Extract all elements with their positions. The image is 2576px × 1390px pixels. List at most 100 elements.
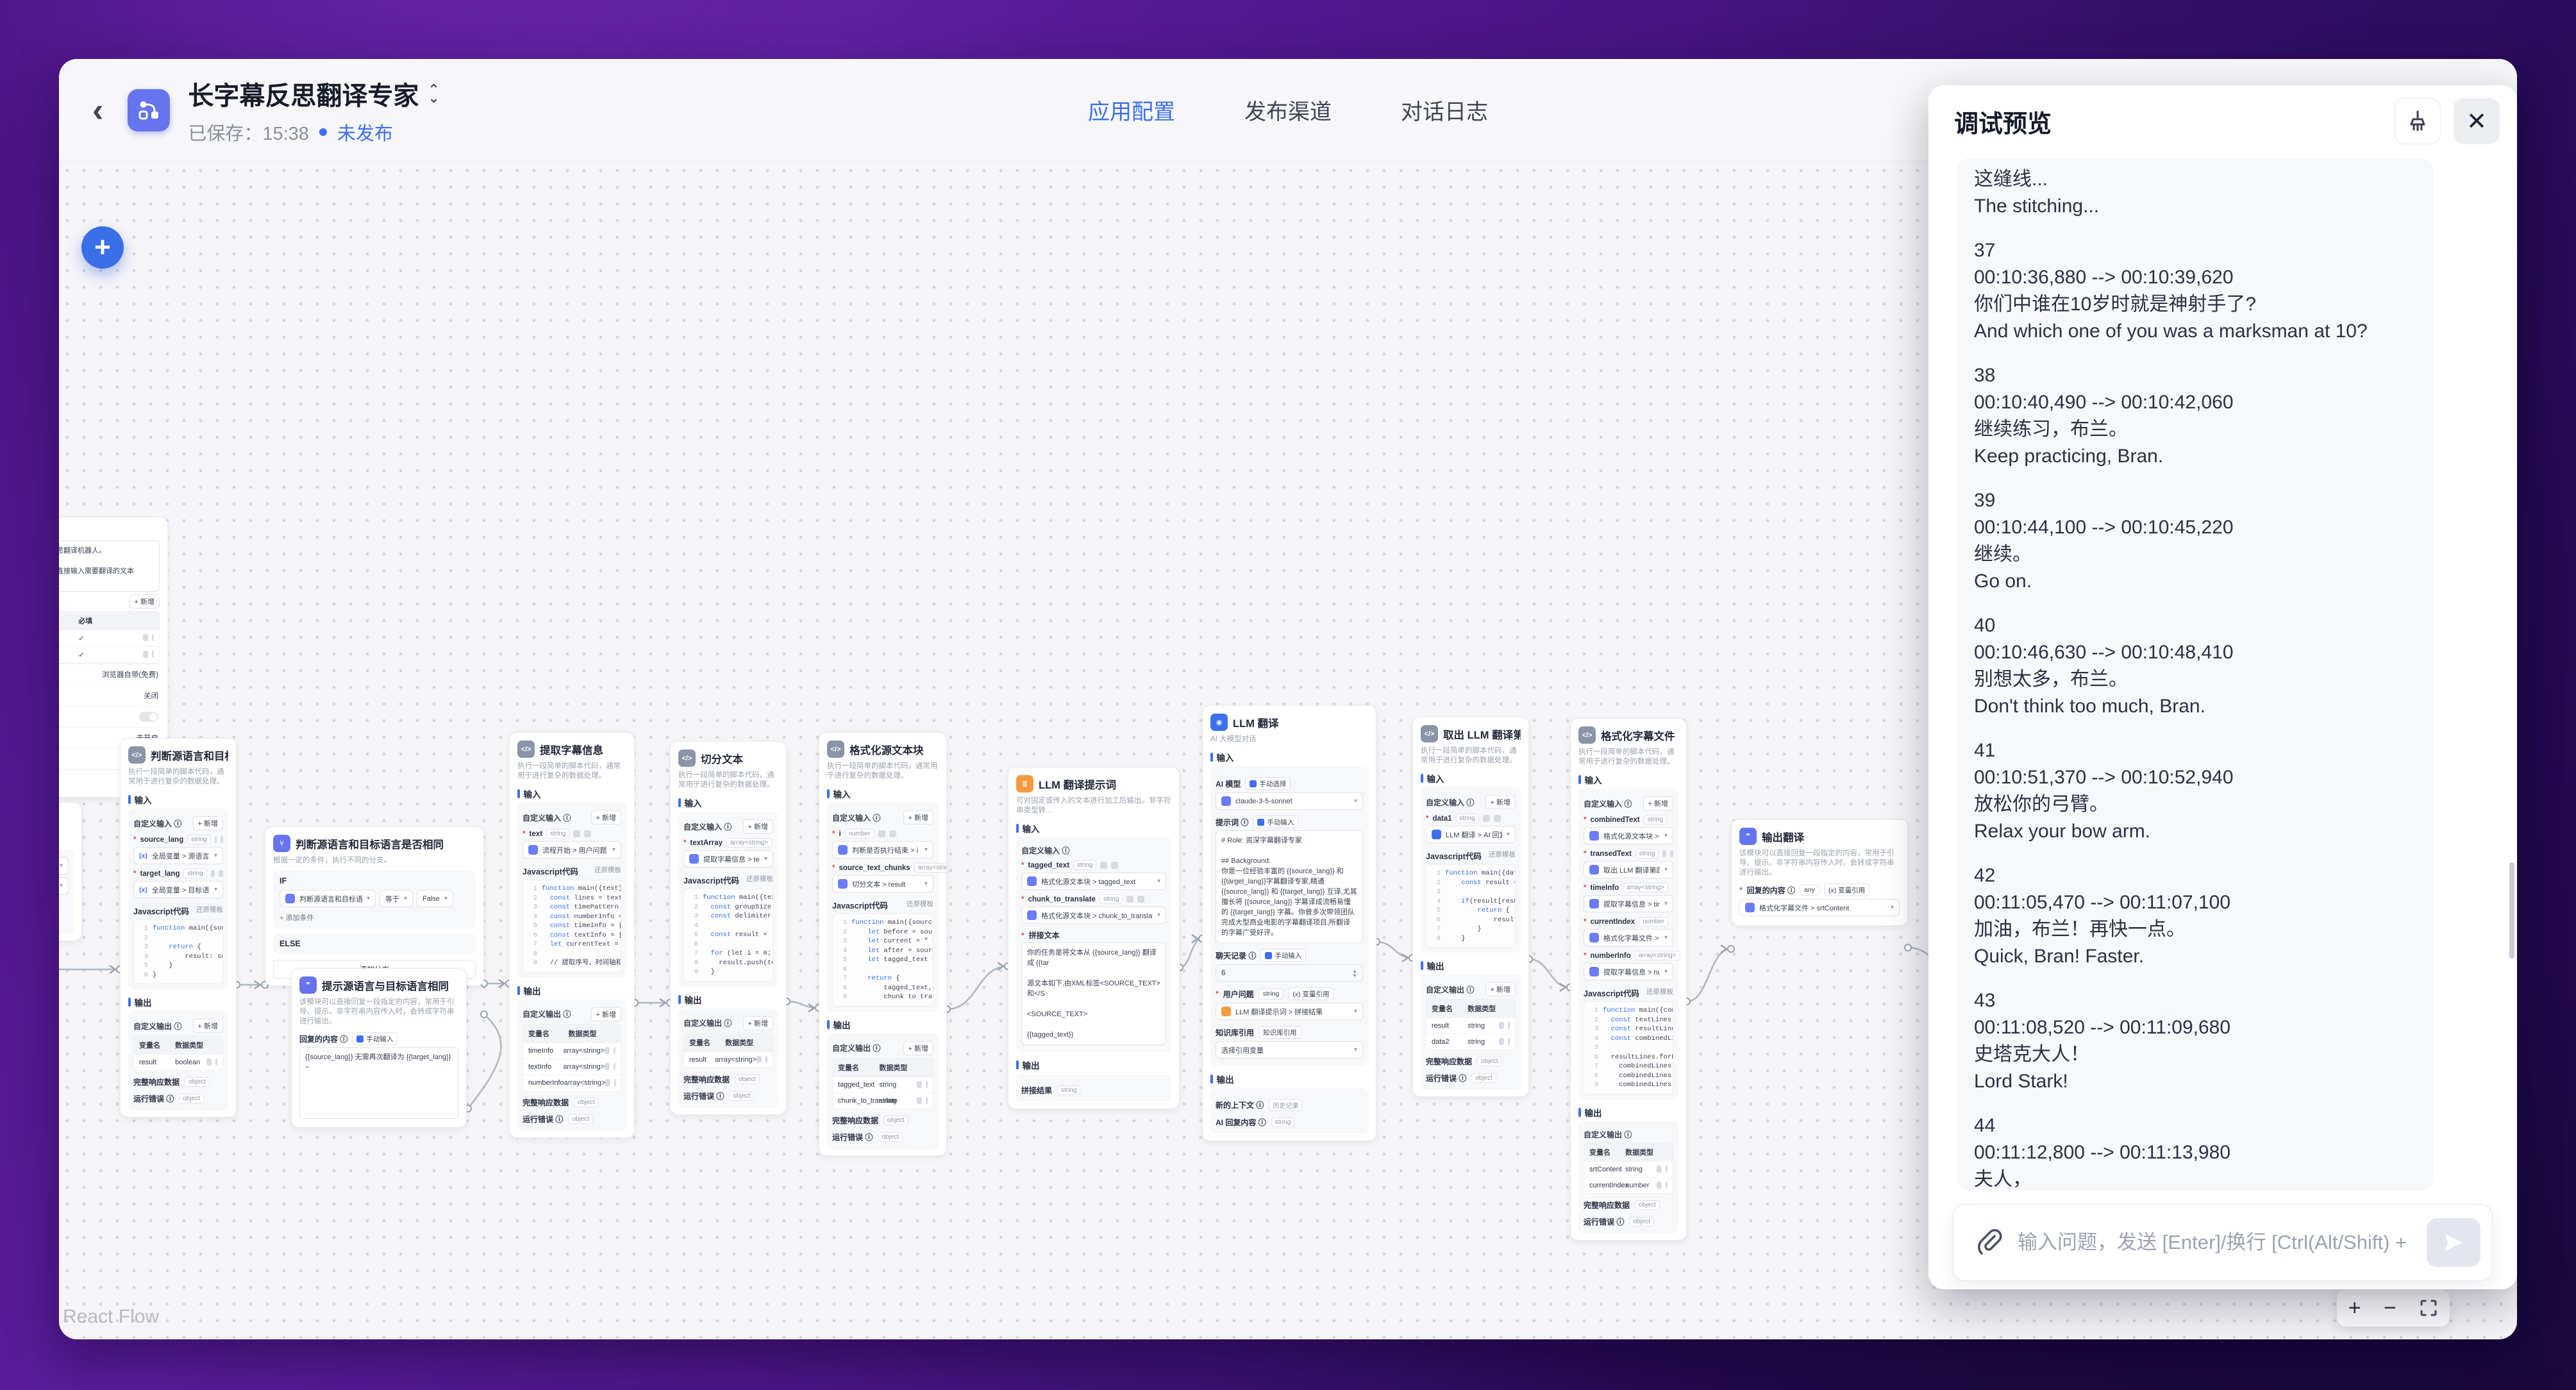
variable-select[interactable]: 格式化字幕文件 > srtContent ▾	[1739, 899, 1900, 916]
variable-select[interactable]: 格式化源文本块 > chunk_to_translate▾	[1021, 907, 1166, 924]
text-area[interactable]: 你的任务是将文本从 {{source_lang}} 翻译成 {{tar 源文本如…	[1021, 942, 1166, 1045]
gear-icon[interactable]	[917, 1080, 922, 1088]
gear-icon[interactable]	[1662, 850, 1666, 857]
variable-select[interactable]: (x) 全局变量 > 源语言 ▾	[133, 847, 223, 864]
delete-icon[interactable]	[221, 836, 223, 843]
gear-icon[interactable]	[1657, 1165, 1662, 1173]
variable-select[interactable]: 格式化源文本块 > chunk_to_translate▾	[1584, 827, 1673, 844]
delete-icon[interactable]	[614, 1078, 617, 1086]
gear-icon[interactable]	[143, 634, 148, 641]
variable-select[interactable]: 格式化字幕文件 > currentIndex▾	[1584, 929, 1673, 946]
text-area[interactable]: {{source_lang}} 无需再次翻译为 {{target_lang}} …	[299, 1047, 458, 1119]
gear-icon[interactable]	[210, 870, 215, 877]
gear-icon[interactable]	[1482, 815, 1490, 822]
delete-icon[interactable]	[1665, 1165, 1668, 1173]
flow-node[interactable]: </> 切分文本 执行一段简单的脚本代码，通常用于进行复杂的数据处理。 输入 自定义输入…	[670, 741, 787, 1115]
delete-icon[interactable]	[925, 1096, 928, 1104]
variable-select[interactable]: 全局变量 > 源语言▾	[59, 857, 69, 875]
variable-select[interactable]: LLM 翻译提示词 > 拼接结果 ▾	[1216, 1003, 1363, 1020]
gear-icon[interactable]	[917, 1096, 922, 1104]
gear-icon[interactable]	[1100, 862, 1108, 869]
tab-发布渠道[interactable]: 发布渠道	[1244, 100, 1332, 124]
variable-select[interactable]: LLM 翻译 > AI 回复内容▾	[1426, 826, 1516, 843]
delete-icon[interactable]	[1493, 815, 1501, 822]
gear-icon[interactable]	[1499, 1038, 1504, 1045]
variable-select[interactable]: 流程开始 > 用户问题 ▾	[523, 841, 621, 858]
delete-icon[interactable]	[1507, 1038, 1510, 1045]
toggle-switch[interactable]	[139, 712, 158, 722]
flow-node[interactable]: </>判断源语言和目标语言是否相同执行一段简单的脚本代码，通常用于进行复杂的数据…	[120, 738, 237, 1118]
flow-node[interactable]: </>代码输入全局变量 > 源语言▾全局变量 > 目标语言▾完整响应数据obje…	[59, 802, 82, 941]
panel-scrollbar[interactable]	[2509, 862, 2514, 959]
delete-icon[interactable]	[889, 830, 896, 837]
clear-history-button[interactable]	[2395, 98, 2441, 144]
zoom-in-button[interactable]: +	[2348, 1296, 2361, 1320]
gear-icon[interactable]	[143, 651, 148, 658]
variable-select[interactable]: claude-3-5-sonnet ▾	[1216, 792, 1363, 810]
variable-select[interactable]: 格式化源文本块 > tagged_text ▾	[1021, 873, 1166, 890]
add-button[interactable]: + 新增	[590, 810, 621, 825]
gear-icon[interactable]	[1126, 896, 1134, 903]
flow-node[interactable]: ◉ LLM 翻译 AI 大模型对话 输入 AI 模型 手动选择 claude-3-5-son…	[1202, 705, 1376, 1141]
add-button[interactable]: + 新增	[903, 1041, 933, 1055]
flow-node[interactable]: ❞ 输出翻译 该模块可以直接回复一段指定的内容，常用于引导、提示。非字符串内容传入时…	[1731, 819, 1908, 926]
delete-icon[interactable]	[151, 651, 154, 658]
variable-select[interactable]: 全局变量 > 目标语言▾	[59, 877, 69, 894]
close-panel-button[interactable]: ✕	[2454, 98, 2500, 144]
delete-icon[interactable]	[613, 1062, 615, 1070]
gear-icon[interactable]	[605, 1078, 611, 1086]
gear-icon[interactable]	[206, 1059, 212, 1066]
delete-icon[interactable]	[765, 1055, 767, 1063]
variable-select[interactable]: 提取字幕信息 > timeinfo▾	[1584, 895, 1673, 912]
condition-select[interactable]: 判断源语言和目标语言是否相同 > result▾	[280, 890, 376, 907]
delete-icon[interactable]	[1111, 862, 1119, 869]
variable-select[interactable]: 判断是否执行结束 > i ▾	[832, 841, 933, 858]
add-button[interactable]: + 新增	[192, 1019, 223, 1033]
delete-icon[interactable]	[1665, 1181, 1668, 1189]
variable-select[interactable]: 选择引用变量 ▾	[1216, 1041, 1363, 1059]
number-stepper[interactable]: 6 ▲ ▼	[1216, 964, 1363, 982]
add-button[interactable]: + 新增	[903, 810, 933, 825]
gear-icon[interactable]	[605, 1062, 610, 1070]
flow-node[interactable]: </> 格式化源文本块 执行一段简单的脚本代码，通常用于进行复杂的数据处理。 输入 自定…	[819, 732, 947, 1156]
zoom-out-button[interactable]: −	[2383, 1296, 2396, 1320]
flow-node[interactable]: </> 提取字幕信息 执行一段简单的脚本代码，通常用于进行复杂的数据处理。 输入 自定义…	[509, 732, 635, 1138]
delete-icon[interactable]	[1507, 1022, 1510, 1029]
delete-icon[interactable]	[1137, 896, 1145, 903]
flow-node[interactable]: </>取出 LLM 翻译第四轮文本执行一段简单的脚本代码，通常用于进行复杂的数据…	[1412, 717, 1529, 1097]
condition-select[interactable]: False ▾	[417, 890, 453, 907]
add-button[interactable]: + 新增	[1485, 982, 1516, 996]
chat-input[interactable]	[2018, 1231, 2413, 1254]
gear-icon[interactable]	[214, 836, 217, 843]
add-button[interactable]: + 新增	[742, 819, 773, 833]
add-button[interactable]: + 新增	[1643, 796, 1673, 810]
flow-node[interactable]: ❞ 提示源语言与目标语言相同 该模块可以直接回复一段指定的内容，常用于引导、提示。非…	[291, 968, 467, 1128]
tab-对话日志[interactable]: 对话日志	[1401, 100, 1488, 124]
gear-icon[interactable]	[757, 1055, 762, 1063]
delete-icon[interactable]	[925, 1080, 928, 1088]
gear-icon[interactable]	[573, 830, 581, 837]
gear-icon[interactable]	[1657, 1181, 1662, 1189]
gear-icon[interactable]	[1499, 1022, 1504, 1029]
rename-chevrons-icon[interactable]: ⌃ ⌄	[428, 81, 440, 106]
back-button[interactable]: ‹	[92, 91, 104, 129]
delete-icon[interactable]	[584, 830, 592, 837]
add-button[interactable]: + 新增	[742, 1016, 773, 1030]
add-button[interactable]: + 新增	[1485, 795, 1516, 809]
delete-icon[interactable]	[219, 870, 223, 877]
attachment-icon[interactable]	[1975, 1228, 2003, 1257]
add-button[interactable]: + 新增	[192, 816, 223, 830]
text-area[interactable]: 使用长字幕反思翻译机器人。 设置后，可以直接输入需要翻译的文本	[59, 540, 160, 592]
add-button[interactable]: + 新增	[590, 1007, 621, 1021]
send-button[interactable]	[2427, 1218, 2480, 1267]
flow-node[interactable]: ≣ LLM 翻译提示词 可对固定或传入的文本进行加工后输出。非字符串类型转... 输入…	[1008, 767, 1180, 1109]
variable-select[interactable]: (x)全局变量 > 目标语言▾	[133, 881, 223, 898]
tab-应用配置[interactable]: 应用配置	[1088, 100, 1175, 124]
add-node-button[interactable]: +	[81, 226, 124, 269]
flow-node[interactable]: </> 格式化字幕文件 执行一段简单的脚本代码，通常用于进行复杂的数据处理。 输入 自定…	[1570, 718, 1687, 1241]
